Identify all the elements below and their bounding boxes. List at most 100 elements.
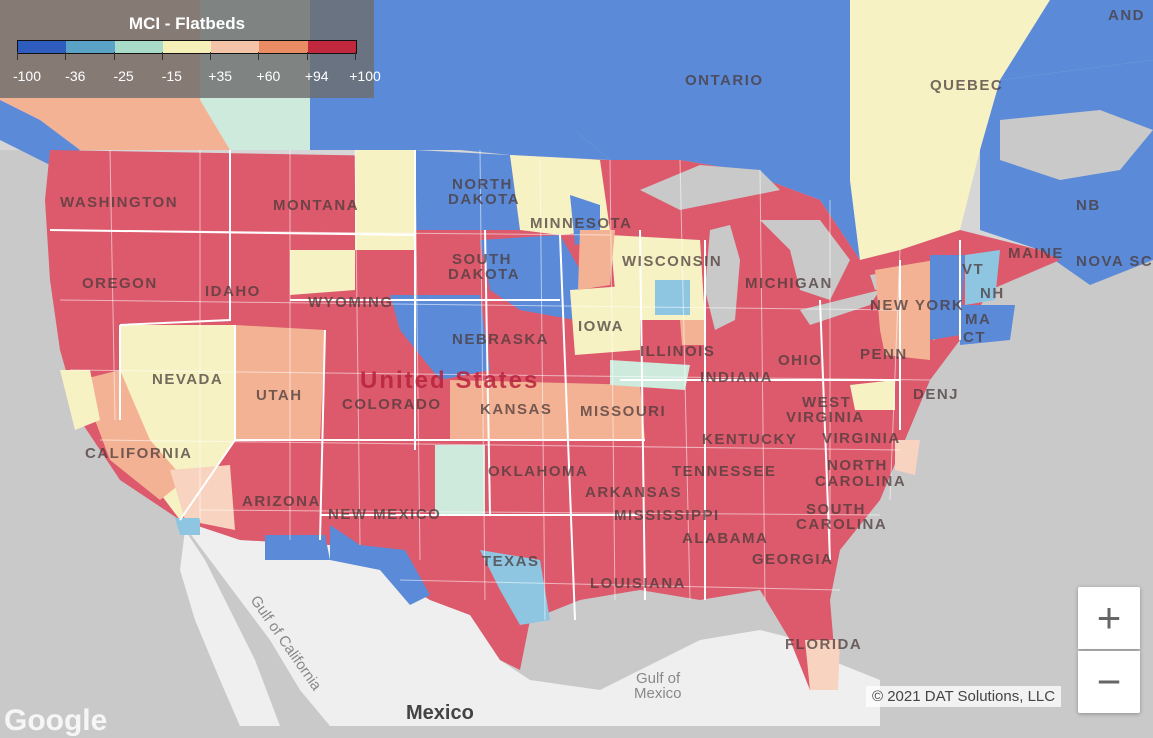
region-bc-coast xyxy=(0,100,80,165)
region-vt-lightblue xyxy=(965,250,1000,305)
label-alabama: ALABAMA xyxy=(682,530,768,547)
region-nm-blue xyxy=(330,525,430,605)
region-gulf-stlaw xyxy=(1000,110,1153,180)
label-kansas: KANSAS xyxy=(480,401,552,418)
legend-tick-label: +100 xyxy=(349,68,381,84)
label-ontario: ONTARIO xyxy=(685,72,764,89)
region-nc-peach xyxy=(895,440,920,475)
label-minnesota: MINNESOTA xyxy=(530,215,632,232)
legend-title: MCI - Flatbeds xyxy=(128,14,246,33)
label-tennessee: TENNESSEE xyxy=(672,463,776,480)
label-west-virginia: WEST xyxy=(802,394,851,411)
zoom-in-button[interactable]: + xyxy=(1078,587,1140,649)
region-az-blue xyxy=(265,535,330,560)
label-nh: NH xyxy=(980,285,1005,302)
label-quebec: QUEBEC xyxy=(930,77,1003,94)
legend-tick xyxy=(306,52,308,60)
label-vt: VT xyxy=(962,261,984,278)
region-texas-lightblue xyxy=(480,550,550,625)
region-north-dakota xyxy=(415,150,520,230)
region-california-peach xyxy=(80,370,185,500)
region-pa-peach xyxy=(680,320,705,345)
label-united-states: United States xyxy=(360,367,539,394)
google-logo: Google xyxy=(4,704,108,737)
label-indiana: INDIANA xyxy=(700,369,773,386)
region-nor-cal xyxy=(60,370,100,430)
legend-swatch xyxy=(18,41,67,53)
label-gulf-of-mexico-2: Mexico xyxy=(634,685,682,702)
label-gulf-of-mexico: Gulf of xyxy=(636,670,681,687)
legend-swatch xyxy=(162,41,212,53)
region-fl-peach xyxy=(805,640,840,690)
region-baja xyxy=(180,530,280,726)
label-south-carolina: SOUTH xyxy=(806,501,866,518)
region-manitoba xyxy=(460,0,610,160)
region-ma-blue xyxy=(960,305,1015,345)
label-north-carolina: NORTH xyxy=(827,457,888,474)
label-florida: FLORIDA xyxy=(785,636,862,653)
region-ny-blue xyxy=(930,255,965,340)
label-colorado: COLORADO xyxy=(342,396,442,413)
label-washington: WASHINGTON xyxy=(60,194,178,211)
region-utah-peach xyxy=(235,325,325,440)
label-ct: CT xyxy=(963,329,986,346)
region-wi-lightblue xyxy=(655,280,690,315)
label-arizona: ARIZONA xyxy=(242,493,321,510)
label-south-dakota-2: DAKOTA xyxy=(448,266,520,283)
legend-tick xyxy=(161,52,163,60)
label-illinois: ILLINOIS xyxy=(640,343,715,360)
label-and: AND xyxy=(1108,7,1145,24)
region-sd-east xyxy=(480,235,580,320)
region-ontario xyxy=(575,0,860,260)
label-california: CALIFORNIA xyxy=(85,445,193,462)
label-michigan: MICHIGAN xyxy=(745,275,833,292)
label-wyoming: WYOMING xyxy=(308,294,394,311)
label-virginia: VIRGINIA xyxy=(822,430,901,447)
region-montana-east xyxy=(290,150,415,295)
legend-swatch xyxy=(259,41,308,53)
legend-tick-label: +35 xyxy=(208,68,233,84)
label-oklahoma: OKLAHOMA xyxy=(488,463,588,480)
label-missouri: MISSOURI xyxy=(580,403,666,420)
legend-tick xyxy=(210,52,212,60)
legend-tick xyxy=(113,52,115,60)
label-kentucky: KENTUCKY xyxy=(702,431,797,448)
region-labrador xyxy=(1000,0,1153,80)
label-south-carolina-2: CAROLINA xyxy=(796,516,887,533)
region-socal xyxy=(170,465,235,530)
legend-color-scale xyxy=(17,40,357,54)
legend-tick xyxy=(17,52,18,60)
state-borders xyxy=(49,150,961,621)
legend-tick-label: -25 xyxy=(113,68,134,84)
region-iowa-yellow xyxy=(570,285,640,355)
lake-superior xyxy=(640,165,780,210)
label-mexico: Mexico xyxy=(406,702,474,724)
label-ma: MA xyxy=(965,311,991,328)
label-nevada: NEVADA xyxy=(152,371,223,388)
legend-swatch xyxy=(66,41,115,53)
region-sd-lightblue xyxy=(175,518,200,535)
region-dc-yellow xyxy=(850,380,895,410)
legend-swatch xyxy=(114,41,163,53)
label-nb: NB xyxy=(1076,197,1101,214)
legend-tick-label: -100 xyxy=(12,68,42,84)
legend-tick-label: +60 xyxy=(256,68,281,84)
legend: MCI - Flatbeds -100 -36 -25 -15 +35 +60 +94 +10… xyxy=(0,0,381,98)
label-ohio: OHIO xyxy=(778,352,822,369)
label-wisconsin: WISCONSIN xyxy=(622,253,722,270)
region-ny-peach xyxy=(875,260,935,340)
label-iowa: IOWA xyxy=(578,318,624,335)
label-arkansas: ARKANSAS xyxy=(585,484,682,501)
attribution: © 2021 DAT Solutions, LLC xyxy=(866,686,1062,707)
legend-tick xyxy=(355,52,356,60)
region-ok-mint xyxy=(435,445,485,515)
region-kansas-peach xyxy=(450,380,645,440)
legend-tick-label: +94 xyxy=(304,68,329,84)
label-north-carolina-2: CAROLINA xyxy=(815,473,906,490)
label-west-virginia-2: VIRGINIA xyxy=(786,409,865,426)
region-nj-peach xyxy=(880,330,930,360)
label-denj: DENJ xyxy=(913,386,959,403)
label-maine: MAINE xyxy=(1008,245,1064,262)
zoom-out-button[interactable]: − xyxy=(1078,651,1140,713)
